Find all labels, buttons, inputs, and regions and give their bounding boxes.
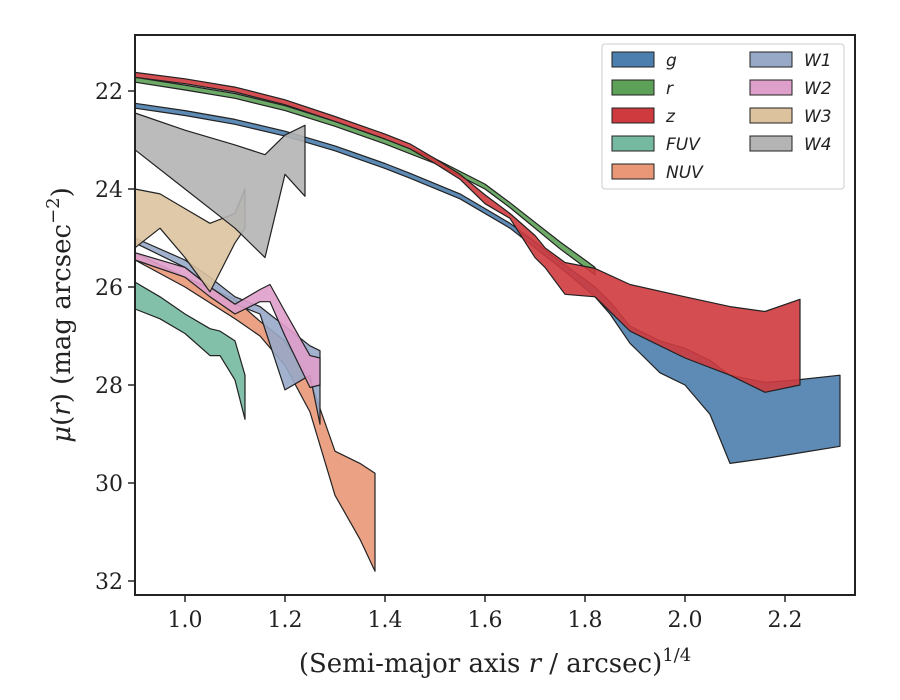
legend-swatch-g: [611, 51, 655, 68]
data-bands: [134, 71, 841, 572]
band-g: [134, 102, 841, 464]
y-tick-label: 30: [95, 472, 123, 497]
y-tick-label: 24: [95, 178, 123, 203]
x-tick-label: 2.2: [768, 608, 803, 633]
plot-frame: [134, 34, 856, 596]
band-w2: [134, 252, 321, 389]
band-fuv: [134, 281, 246, 420]
legend-swatch-fuv: [611, 135, 655, 152]
x-tick-label: 1.0: [168, 608, 203, 633]
x-axis-ticks: 1.0 1.2 1.4 1.6 1.8 2.0 2.2: [168, 595, 803, 633]
legend-swatch-z: [611, 107, 655, 124]
legend-label-r: r: [666, 79, 674, 99]
y-tick-label: 28: [95, 374, 123, 399]
x-tick-label: 1.6: [468, 608, 503, 633]
legend-swatch-w2: [749, 79, 793, 96]
legend-label-w2: W2: [804, 79, 832, 99]
legend-label-w4: W4: [804, 135, 832, 155]
legend-label-fuv: FUV: [666, 135, 701, 155]
legend-label-w3: W3: [804, 107, 832, 127]
legend-swatch-w1: [749, 51, 793, 68]
x-tick-label: 1.2: [268, 608, 303, 633]
legend: grz FUV NUV W1 W2 W3 W4: [601, 43, 845, 190]
y-axis-ticks: 22 24 26 28 30 32: [95, 80, 135, 595]
x-axis-title: (Semi-major axis r / arcsec)1/4: [299, 645, 691, 679]
legend-label-w1: W1: [804, 51, 832, 71]
y-tick-label: 22: [95, 80, 123, 105]
y-axis-title: μ(r) (mag arcsec−2): [43, 187, 77, 443]
legend-swatch-w3: [749, 107, 793, 124]
legend-label-nuv: NUV: [666, 163, 704, 183]
legend-swatch-w4: [749, 135, 793, 152]
x-tick-label: 1.4: [368, 608, 403, 633]
band-z: [134, 71, 801, 393]
legend-label-g: g: [666, 51, 677, 71]
legend-label-z: z: [665, 107, 676, 127]
band-w4: [134, 112, 306, 259]
legend-swatch-nuv: [611, 163, 655, 180]
y-tick-label: 32: [95, 570, 123, 595]
x-tick-label: 2.0: [668, 608, 703, 633]
band-nuv: [134, 252, 376, 572]
x-tick-label: 1.8: [568, 608, 603, 633]
y-tick-label: 26: [95, 276, 123, 301]
legend-swatch-r: [611, 79, 655, 96]
